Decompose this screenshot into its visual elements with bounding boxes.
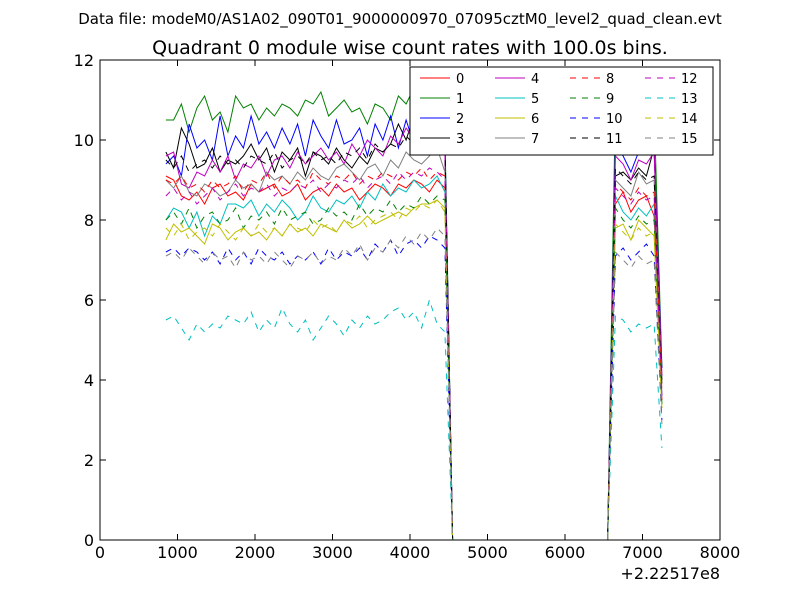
legend-label-2: 2 xyxy=(456,112,464,127)
series-line-8 xyxy=(165,167,663,541)
series-line-12 xyxy=(165,167,663,541)
x-tick-label: 4000 xyxy=(390,543,431,562)
x-offset-label: +2.22517e8 xyxy=(620,564,720,583)
y-tick-label: 12 xyxy=(74,51,94,70)
y-tick-label: 0 xyxy=(84,531,94,550)
y-tick-label: 6 xyxy=(84,291,94,310)
legend-label-7: 7 xyxy=(531,132,539,147)
legend-label-11: 11 xyxy=(606,132,623,147)
legend-label-12: 12 xyxy=(681,72,698,87)
series-line-9 xyxy=(165,195,663,541)
legend-label-13: 13 xyxy=(681,92,698,107)
y-tick-label: 8 xyxy=(84,211,94,230)
series-line-13 xyxy=(165,298,663,541)
legend-label-1: 1 xyxy=(456,92,464,107)
series-line-10 xyxy=(165,235,663,541)
legend-label-5: 5 xyxy=(531,92,539,107)
legend-label-14: 14 xyxy=(681,112,698,127)
legend-label-3: 3 xyxy=(456,132,464,147)
legend-box xyxy=(409,66,714,156)
legend-label-6: 6 xyxy=(531,112,539,127)
series-line-0 xyxy=(165,175,663,541)
legend-label-10: 10 xyxy=(606,112,623,127)
series-line-4 xyxy=(165,126,663,541)
y-tick-label: 4 xyxy=(84,371,94,390)
ticks-layer: 0 1000 2000 3000 4000 5000 6000 7000 80000246810… xyxy=(74,51,741,562)
series-line-15 xyxy=(165,227,663,541)
chart-title: Quadrant 0 module wise count rates with … xyxy=(152,37,668,59)
x-tick-label: 1000 xyxy=(157,543,198,562)
x-tick-label: 7000 xyxy=(622,543,663,562)
x-tick-label: 5000 xyxy=(467,543,508,562)
legend-label-9: 9 xyxy=(606,92,614,107)
x-tick-label: 6000 xyxy=(545,543,586,562)
figure-suptitle: Data file: modeM0/AS1A02_090T01_90000009… xyxy=(78,10,722,29)
y-tick-label: 10 xyxy=(74,131,94,150)
legend-label-8: 8 xyxy=(606,72,614,87)
x-tick-label: 2000 xyxy=(235,543,276,562)
series-line-5 xyxy=(165,175,663,541)
legend-label-4: 4 xyxy=(531,72,539,87)
legend-label-0: 0 xyxy=(456,72,464,87)
x-tick-label: 3000 xyxy=(312,543,353,562)
series-line-6 xyxy=(165,199,663,541)
series-line-14 xyxy=(165,199,663,541)
y-tick-label: 2 xyxy=(84,451,94,470)
legend-label-15: 15 xyxy=(681,132,698,147)
x-tick-label: 8000 xyxy=(700,543,741,562)
series-line-11 xyxy=(165,126,663,541)
x-tick-label: 0 xyxy=(95,543,105,562)
